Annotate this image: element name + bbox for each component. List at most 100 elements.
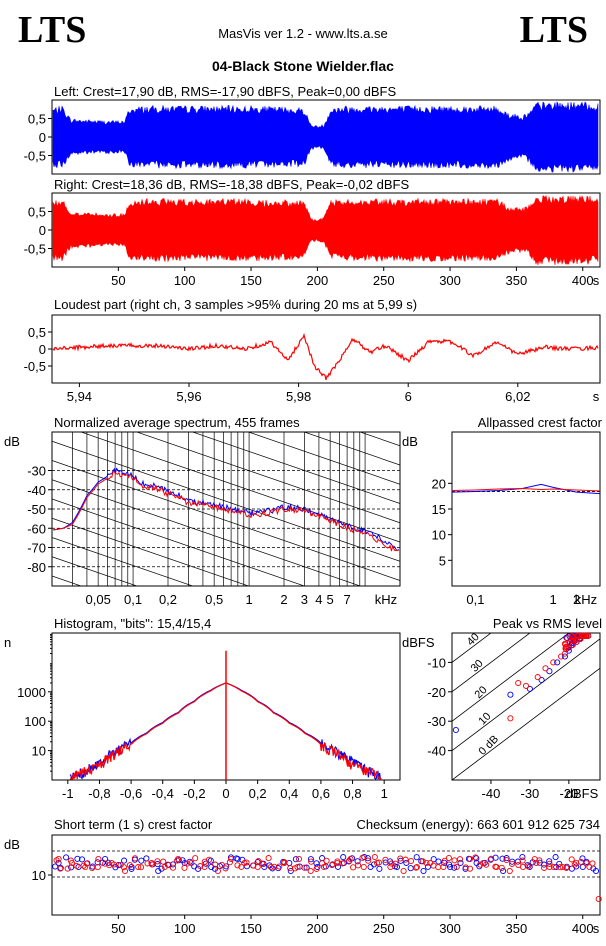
short-term-crest-point [483,861,490,868]
right-waveform-ytick-label: -0,5 [24,242,46,257]
short-term-crest-point [250,862,257,869]
short-term-crest-point [73,862,80,869]
short-term-crest-xtick-label: 250 [373,921,395,936]
average-spectrum-ytick-label: -40 [27,483,46,498]
short-term-crest-ylabel: dB [4,837,20,852]
short-term-crest-point [128,863,135,871]
short-term-crest-frame [51,834,601,916]
short-term-crest-point [466,855,474,863]
peak-vs-rms-ytick-label: -30 [427,714,446,729]
peak-vs-rms-ytick-label: -20 [427,685,446,700]
short-term-crest-point [371,853,378,861]
average-spectrum-ytick-label: -70 [27,541,46,556]
short-term-crest-point [354,858,361,865]
short-term-crest-point [269,865,276,872]
right-waveform-xtick-label: 100 [174,273,196,288]
short-term-crest-point [419,858,426,865]
peak-vs-rms-point [583,632,590,639]
loudest-part-xtick-label: 6,02 [505,389,530,404]
average-spectrum-diagonal [303,432,400,466]
short-term-crest-point [214,867,221,875]
short-term-crest-point [63,854,70,861]
short-term-crest-point [503,856,510,864]
peak-vs-rms-diagonal [452,633,570,722]
short-term-crest-point [205,856,213,863]
short-term-crest-point [291,865,299,872]
average-spectrum-ylabel: dB [4,434,20,449]
short-term-crest-point [128,865,135,872]
short-term-crest-point [550,864,558,871]
short-term-crest-xunit: s [593,921,600,936]
average-spectrum-xtick-label: 3 [301,592,308,607]
short-term-crest-point [165,861,172,869]
app-title: MasVis ver 1.2 - www.lts.a.se [218,26,388,41]
short-term-crest-point [451,864,458,871]
short-term-crest-point [295,855,303,863]
short-term-crest-point [536,857,543,864]
short-term-crest-title: Short term (1 s) crest factor [54,817,213,832]
short-term-crest-point [228,855,235,863]
histogram-xtick-label: 0,2 [249,786,267,801]
short-term-crest-point [473,855,480,862]
average-spectrum-ytick-label: -30 [27,464,46,479]
short-term-crest-point [275,865,282,872]
allpassed-crest-xtick-label: 0,1 [466,592,484,607]
average-spectrum-xunit: kHz [375,592,397,607]
short-term-crest-point [568,856,575,863]
allpassed-crest-xunit: kHz [575,592,597,607]
short-term-crest-point [457,859,464,866]
right-waveform-ytick-label: 0 [39,223,46,238]
right-waveform-xunit: s [593,273,600,288]
short-term-crest-xtick-label: 200 [307,921,329,936]
short-term-crest-point [589,860,596,867]
peak-vs-rms-point [561,653,568,660]
short-term-crest-point [64,865,71,872]
short-term-crest-xtick-label: 100 [174,921,196,936]
peak-vs-rms-point [452,726,459,734]
average-spectrum-diagonal [52,517,250,586]
peak-vs-rms-xtick-label: -40 [482,786,501,801]
short-term-crest-point [243,859,250,866]
short-term-crest-point [388,860,395,867]
short-term-crest-point [265,855,272,862]
short-term-crest-point [67,857,74,864]
peak-vs-rms-point [538,676,545,684]
short-term-crest-point [339,860,346,867]
right-waveform-xtick-label: 300 [439,273,461,288]
short-term-crest-point [319,860,326,867]
peak-vs-rms-xtick-label: -20 [559,786,578,801]
peak-vs-rms-point [507,715,514,722]
short-term-crest-point [498,864,505,871]
loudest-part-xtick-label: 5,98 [286,389,311,404]
short-term-crest-point [222,865,229,872]
short-term-crest-point [519,857,526,864]
short-term-crest-point [340,854,347,861]
short-term-crest-ytick-label: 10 [32,868,46,883]
peak-vs-rms-point [542,665,549,672]
loudest-part-xunit: s [593,389,600,404]
loudest-part-signal [52,332,599,381]
short-term-crest-point [292,856,299,863]
allpassed-crest-frame [451,431,601,587]
short-term-crest-point [430,856,437,863]
histogram-xtick-label: -1 [62,786,74,801]
short-term-crest-point [559,863,566,871]
histogram-xtick-label: 0,6 [312,786,330,801]
histogram-ytick-label: 100 [24,714,46,729]
short-term-crest-point [382,859,389,866]
short-term-crest-point [137,864,145,871]
loudest-part-ytick-label: 0 [39,342,46,357]
average-spectrum-ytick-label: -60 [27,521,46,536]
allpassed-crest-title: Allpassed crest factor [478,415,603,430]
short-term-crest-point [131,855,139,862]
short-term-crest-point [402,856,409,863]
short-term-crest-xtick-label: 300 [439,921,461,936]
short-term-crest-point [407,857,415,865]
peak-vs-rms-ylabel: dBFS [402,635,435,650]
average-spectrum-diagonal [52,268,400,388]
average-spectrum-diagonal [191,432,400,504]
peak-vs-rms-point [574,632,581,639]
peak-vs-rms-point [554,659,561,666]
